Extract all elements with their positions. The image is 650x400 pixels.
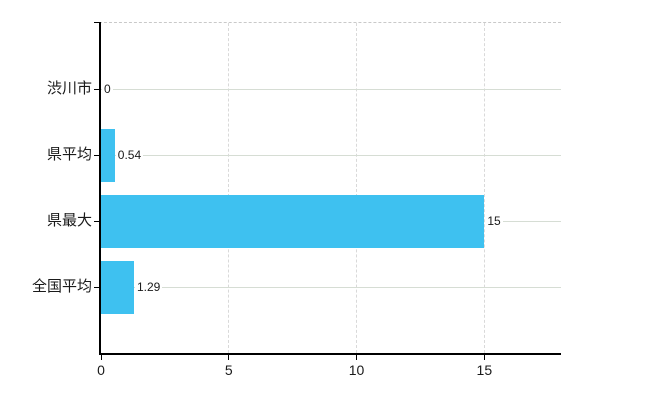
category-label: 県平均 (46, 146, 92, 163)
x-axis-tick-label: 5 (224, 362, 233, 378)
bar (101, 194, 485, 248)
x-axis-tick (228, 355, 230, 360)
x-axis-tick (100, 355, 102, 360)
bar-value-label: 15 (485, 212, 503, 230)
vertical-gridline (483, 23, 485, 353)
y-axis-end-tick (94, 22, 101, 23)
x-axis-tick (483, 355, 485, 360)
y-axis-tick (94, 286, 101, 288)
horizontal-gridline (101, 154, 561, 156)
vertical-gridline (228, 23, 230, 353)
category-label: 渋川市 (46, 80, 92, 97)
bar-value-label: 1.29 (134, 278, 163, 296)
x-axis-tick-label: 0 (97, 362, 105, 378)
y-axis-tick (94, 220, 101, 222)
bar-value-label: 0 (102, 80, 113, 98)
y-axis-tick (94, 154, 101, 156)
y-axis-tick (94, 88, 101, 90)
bar (101, 128, 115, 182)
bar-value-label: 0.54 (115, 146, 144, 164)
bar (101, 260, 134, 314)
category-label: 県最大 (46, 212, 92, 229)
horizontal-gridline (101, 286, 561, 288)
x-axis-tick-label: 15 (476, 362, 493, 378)
x-axis-tick (356, 355, 358, 360)
horizontal-gridline (101, 88, 561, 90)
category-label: 全国平均 (31, 278, 92, 295)
x-axis-tick-label: 10 (348, 362, 365, 378)
vertical-gridline (356, 23, 358, 353)
plot-area: 渋川市県平均県最大全国平均 0 0.54 15 1.29 0 5 10 15 (32, 22, 561, 378)
